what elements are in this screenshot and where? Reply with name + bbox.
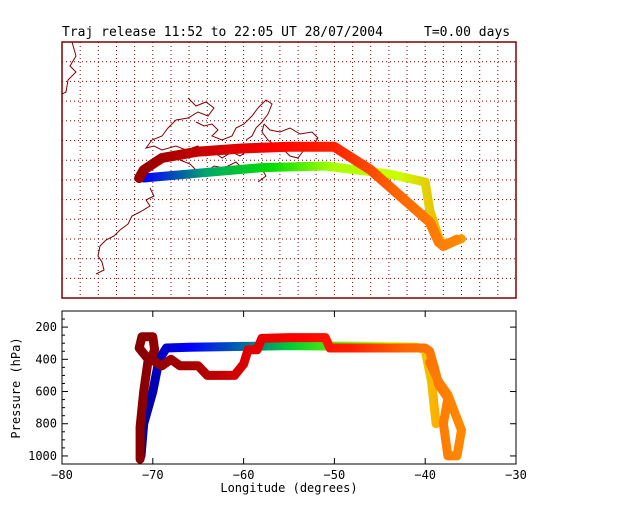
time-label: T=0.00 days	[424, 25, 510, 40]
pressure-panel: −80 −70 −60 −50 −40 −30 200 400 600 800 1000 Longi…	[9, 310, 527, 495]
greenland-coast	[62, 42, 77, 95]
x-tick-label: −30	[505, 468, 527, 482]
x-tick-label: −80	[51, 468, 73, 482]
us-east-coast	[95, 187, 155, 275]
pressure-axes: −80 −70 −60 −50 −40 −30 200 400 600 800 1000	[28, 311, 527, 482]
y-tick-label: 1000	[28, 449, 57, 463]
map-panel	[61, 41, 517, 299]
pressure-track-red	[134, 332, 466, 464]
x-tick-label: −40	[414, 468, 436, 482]
x-tick-label: −50	[324, 468, 346, 482]
y-tick-label: 200	[35, 320, 57, 334]
pressure-tracks	[134, 332, 466, 464]
map-frame	[61, 41, 517, 299]
hudson-strait-coast	[195, 99, 273, 141]
chart-title: Traj release 11:52 to 22:05 UT 28/07/200…	[62, 25, 383, 40]
y-tick-label: 400	[35, 352, 57, 366]
map-tracks	[134, 141, 466, 251]
y-tick-label: 800	[35, 417, 57, 431]
y-axis-label: Pressure (hPa)	[9, 337, 23, 438]
y-tick-label: 600	[35, 385, 57, 399]
map-track-red	[134, 141, 462, 251]
pressure-frame	[61, 310, 517, 465]
x-axis-label: Longitude (degrees)	[220, 481, 357, 495]
x-tick-label: −60	[233, 468, 255, 482]
x-tick-label: −70	[142, 468, 164, 482]
